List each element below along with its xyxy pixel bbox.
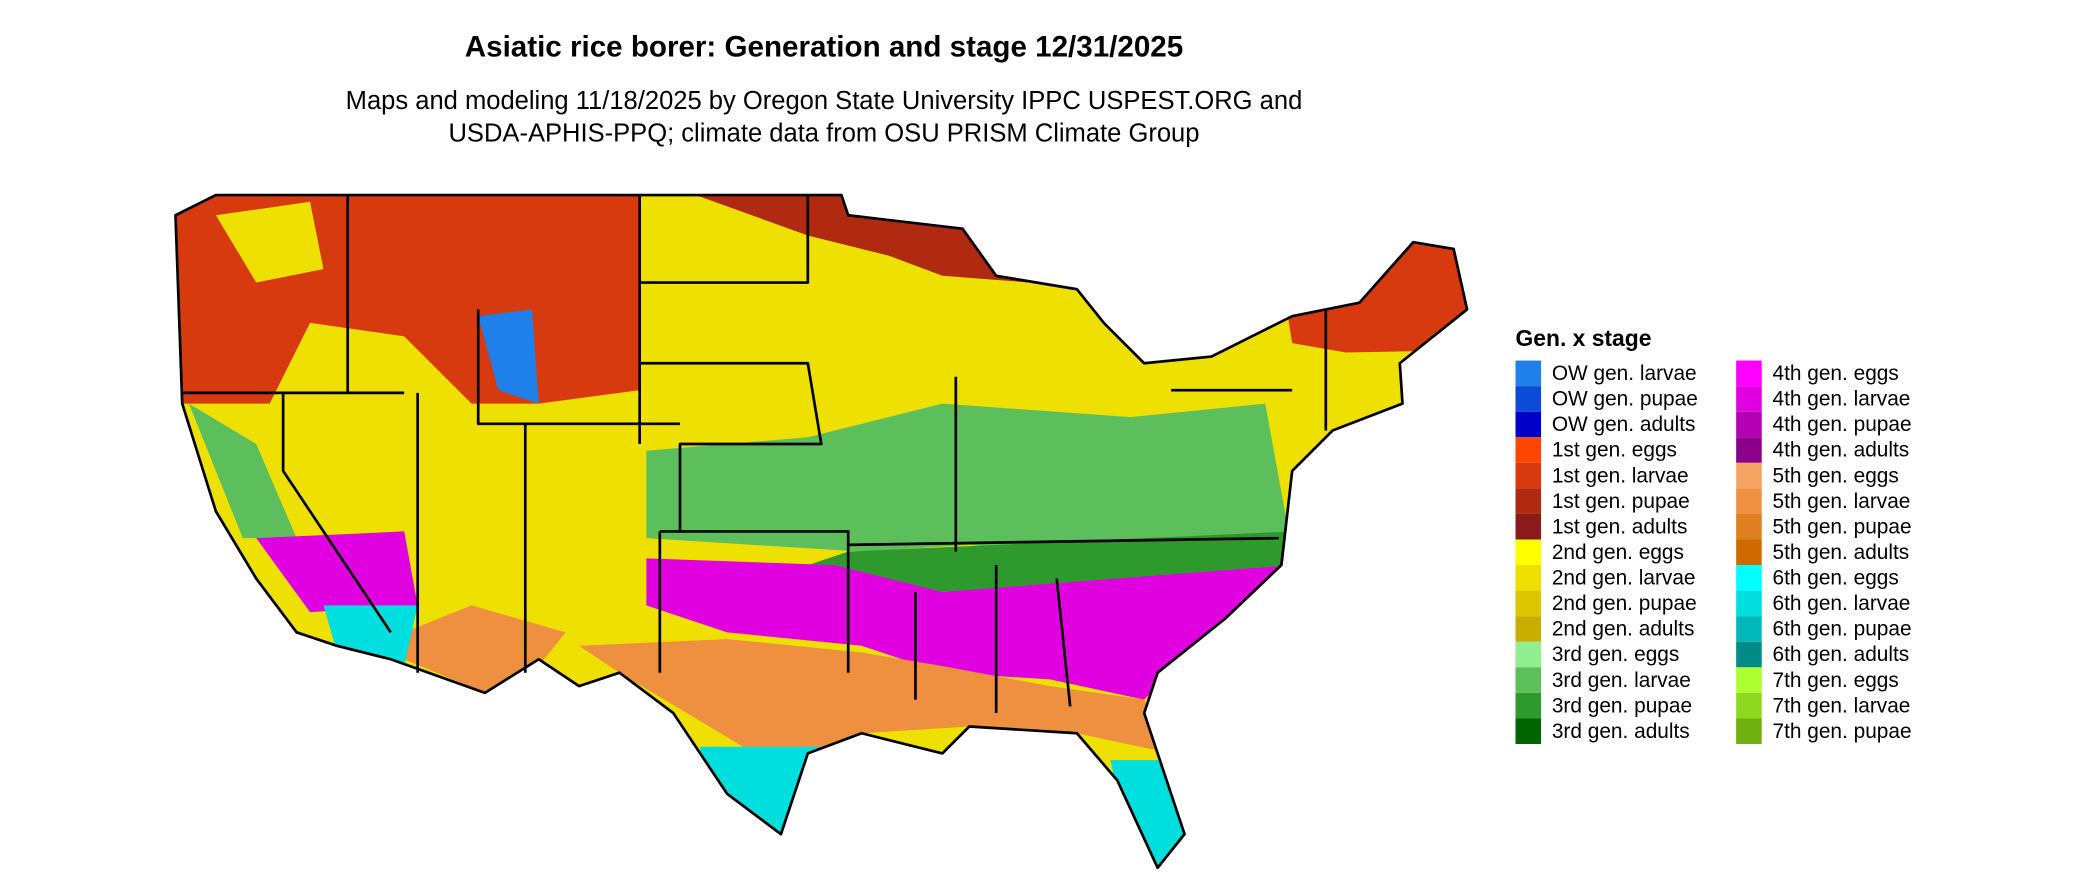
legend-label: 6th gen. eggs xyxy=(1772,567,1898,590)
legend-swatch xyxy=(1736,513,1762,540)
legend-swatch xyxy=(1736,462,1762,489)
legend-swatch xyxy=(1736,488,1762,514)
legend-label: 2nd gen. pupae xyxy=(1552,592,1697,615)
legend-swatch xyxy=(1736,667,1762,693)
legend-swatch xyxy=(1515,667,1542,693)
state-borders xyxy=(174,193,1469,870)
legend-label: 2nd gen. larvae xyxy=(1552,567,1696,590)
legend-label: 1st gen. eggs xyxy=(1552,439,1677,462)
legend-swatch xyxy=(1736,616,1762,642)
legend-title: Gen. x stage xyxy=(1516,325,1652,351)
legend-swatch xyxy=(1515,386,1542,412)
legend-label: 1st gen. adults xyxy=(1552,515,1688,538)
legend-swatch xyxy=(1515,718,1542,745)
map-title: Asiatic rice borer: Generation and stage… xyxy=(465,31,1183,64)
legend-label: 5th gen. adults xyxy=(1772,541,1909,564)
legend-label: OW gen. pupae xyxy=(1552,388,1698,411)
legend-label: 3rd gen. pupae xyxy=(1552,694,1692,717)
legend-label: 7th gen. eggs xyxy=(1772,669,1898,692)
legend-label: 6th gen. larvae xyxy=(1772,592,1910,615)
legend-label: 7th gen. larvae xyxy=(1772,694,1910,717)
legend-swatch xyxy=(1736,360,1762,387)
legend-swatch xyxy=(1515,565,1542,591)
legend-swatch xyxy=(1515,513,1542,540)
legend-label: 2nd gen. eggs xyxy=(1552,541,1684,564)
legend-label: OW gen. larvae xyxy=(1552,362,1697,385)
legend-swatch xyxy=(1736,718,1762,745)
legend-label: 4th gen. adults xyxy=(1772,439,1909,462)
legend-label: 7th gen. pupae xyxy=(1772,720,1911,743)
legend-swatch xyxy=(1736,411,1762,438)
legend-label: OW gen. adults xyxy=(1552,413,1696,436)
legend-label: 1st gen. larvae xyxy=(1552,464,1689,487)
subtitle: USDA-APHIS-PPQ; climate data from OSU PR… xyxy=(448,119,1199,147)
legend-swatch xyxy=(1515,616,1542,642)
legend-swatch xyxy=(1736,590,1762,617)
legend-swatch xyxy=(1736,641,1762,668)
legend-swatch xyxy=(1515,641,1542,668)
map-area xyxy=(175,195,1468,868)
legend-label: 5th gen. larvae xyxy=(1772,490,1910,513)
legend-swatch xyxy=(1515,411,1542,438)
legend-label: 3rd gen. eggs xyxy=(1552,643,1679,666)
legend-swatch xyxy=(1515,360,1542,387)
legend-swatch xyxy=(1736,386,1762,412)
legend-swatch xyxy=(1736,692,1762,719)
legend-label: 6th gen. pupae xyxy=(1772,618,1911,641)
legend-label: 4th gen. pupae xyxy=(1772,413,1911,436)
legend-swatch xyxy=(1515,488,1542,514)
subtitle: Maps and modeling 11/18/2025 by Oregon S… xyxy=(346,87,1303,115)
legend-label: 3rd gen. larvae xyxy=(1552,669,1691,692)
legend-swatch xyxy=(1736,565,1762,591)
legend-label: 2nd gen. adults xyxy=(1552,618,1695,641)
legend-label: 4th gen. eggs xyxy=(1772,362,1898,385)
legend-label: 5th gen. eggs xyxy=(1772,464,1898,487)
legend-swatch xyxy=(1736,539,1762,566)
legend-swatch xyxy=(1515,462,1542,489)
legend-label: 3rd gen. adults xyxy=(1552,720,1690,743)
legend-label: 6th gen. adults xyxy=(1772,643,1909,666)
legend-swatch xyxy=(1515,590,1542,617)
legend-swatch xyxy=(1736,437,1762,463)
legend-swatch xyxy=(1515,539,1542,566)
legend-swatch xyxy=(1515,437,1542,463)
legend-swatch xyxy=(1515,692,1542,719)
legend-label: 1st gen. pupae xyxy=(1552,490,1690,513)
legend-label: 5th gen. pupae xyxy=(1772,515,1911,538)
legend-label: 4th gen. larvae xyxy=(1772,388,1910,411)
